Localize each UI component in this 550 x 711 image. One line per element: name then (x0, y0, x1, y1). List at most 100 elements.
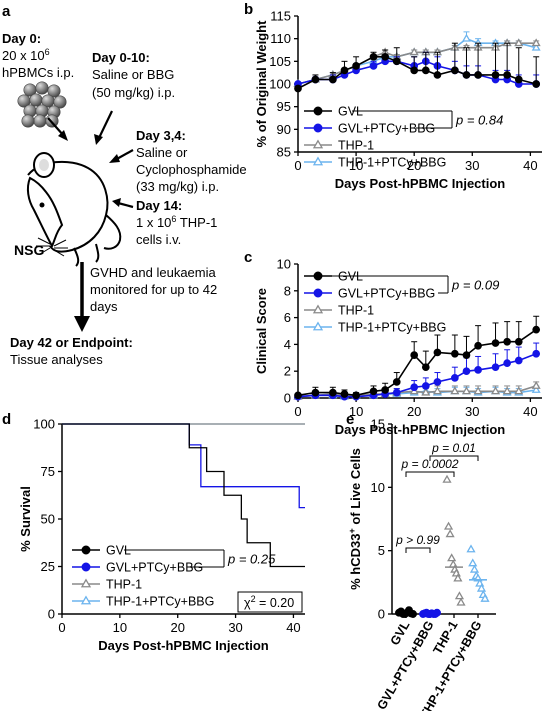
panel-label-b: b (244, 1, 253, 18)
comparison-label: p = 0.01 (431, 441, 476, 455)
dot-point (480, 593, 490, 602)
day0-dose-sup: 6 (45, 47, 50, 57)
legend-marker (313, 271, 323, 281)
data-point (369, 52, 378, 61)
legend-label: THP-1 (338, 139, 374, 153)
x-axis-title: Days Post-hPBMC Injection (335, 422, 506, 437)
chi-sup: 2 (251, 594, 256, 604)
category-label: GVL (388, 618, 413, 648)
y-axis-title-rest: of Live Cells (348, 448, 363, 528)
data-point (392, 378, 401, 386)
data-point (421, 382, 430, 390)
data-point (433, 378, 442, 386)
y-axis-title-main: % hCD33 (348, 534, 363, 590)
data-point (462, 367, 471, 376)
data-point (531, 38, 541, 47)
panel-label-a: a (2, 3, 11, 20)
clinical-score-chart: 0 2 4 6 8 10 0 10 20 30 40 Days Post-hPBMC Injectio… (254, 257, 542, 437)
dot-point (453, 573, 463, 582)
comparison-label: p > 0.99 (395, 533, 440, 547)
day010-line2: (50 mg/kg) i.p. (92, 85, 175, 100)
y-tick-label: 95 (277, 99, 291, 114)
data-point (514, 75, 523, 84)
data-point (421, 363, 430, 372)
y-tick-label: 15 (371, 417, 385, 432)
day0-dose: 20 x 106 (2, 47, 50, 63)
data-point (503, 71, 511, 79)
dot-point (443, 521, 454, 530)
experiment-schematic: Day 0: 20 x 106 hPBMCs i.p. Day 0-10: Sa… (2, 31, 247, 367)
y-tick-label: 105 (269, 54, 291, 69)
y-tick-label: 85 (277, 145, 291, 160)
y-tick-label: 100 (33, 417, 55, 432)
y-tick-label: 0 (48, 607, 55, 622)
data-point (502, 386, 512, 395)
survival-gvl (62, 423, 305, 568)
legend-marker (80, 595, 92, 605)
y-tick-label: 25 (41, 559, 55, 574)
series-gvl (294, 42, 541, 93)
data-point (531, 381, 541, 389)
data-point (294, 391, 302, 400)
data-point (409, 47, 419, 56)
survival-curve (62, 423, 305, 568)
data-point (369, 62, 378, 70)
y-tick-label: 110 (270, 31, 291, 46)
x-tick-label: 0 (58, 620, 65, 635)
dot-point (447, 553, 457, 562)
legend-label: GVL+PTCy+BBG (338, 122, 435, 136)
day0-title: Day 0: (2, 31, 41, 46)
x-tick-label: 10 (349, 404, 363, 419)
y-tick-label: 0 (284, 391, 291, 406)
x-tick-label: 30 (228, 620, 242, 635)
y-axis-title: Clinical Score (254, 288, 269, 374)
monitor-line3: days (90, 299, 118, 314)
dot-point (476, 583, 487, 592)
data-point (514, 38, 524, 47)
cell-4 (29, 93, 43, 107)
data-point (461, 33, 471, 42)
data-point (474, 71, 482, 79)
y-axis-title-sup: + (347, 528, 357, 533)
legend-marker (81, 545, 91, 555)
data-point (340, 66, 349, 75)
data-point (514, 386, 524, 395)
data-point (410, 66, 419, 75)
data-point (474, 366, 482, 374)
data-point (421, 66, 430, 75)
y-tick-label: 10 (371, 480, 385, 495)
data-point (491, 363, 500, 372)
legend-marker (312, 304, 324, 314)
day14-line2: cells i.v. (136, 232, 181, 247)
comparison-bracket (429, 455, 479, 461)
legend-marker (312, 321, 324, 331)
cell-12 (21, 114, 35, 128)
x-tick-label: 20 (407, 404, 421, 419)
chi-square-box (237, 591, 303, 613)
cell-10 (33, 114, 47, 128)
legend-marker (312, 139, 324, 149)
comparison-bracket (405, 471, 455, 477)
y-tick-label: 75 (41, 464, 55, 479)
data-point (311, 388, 320, 397)
legend-label: THP-1 (106, 578, 142, 592)
x-tick-label: 10 (349, 158, 363, 173)
mouse-strain-label: NSG (14, 242, 44, 258)
day14-cells: THP-1 (176, 215, 217, 230)
data-point (461, 386, 471, 395)
cell-1 (35, 81, 49, 95)
arrow-day0-icon (47, 117, 68, 141)
mouse-icon (26, 152, 122, 267)
data-point (514, 356, 523, 365)
data-point (451, 349, 459, 358)
dot-point (466, 544, 476, 553)
data-point (340, 390, 349, 398)
data-point (381, 386, 389, 394)
x-tick-label: 0 (294, 404, 301, 419)
legend-marker (81, 562, 91, 572)
legend-label: GVL (338, 105, 363, 119)
data-point (451, 66, 459, 75)
dot-point (468, 558, 478, 567)
y-axis-title: % Survival (18, 486, 33, 552)
